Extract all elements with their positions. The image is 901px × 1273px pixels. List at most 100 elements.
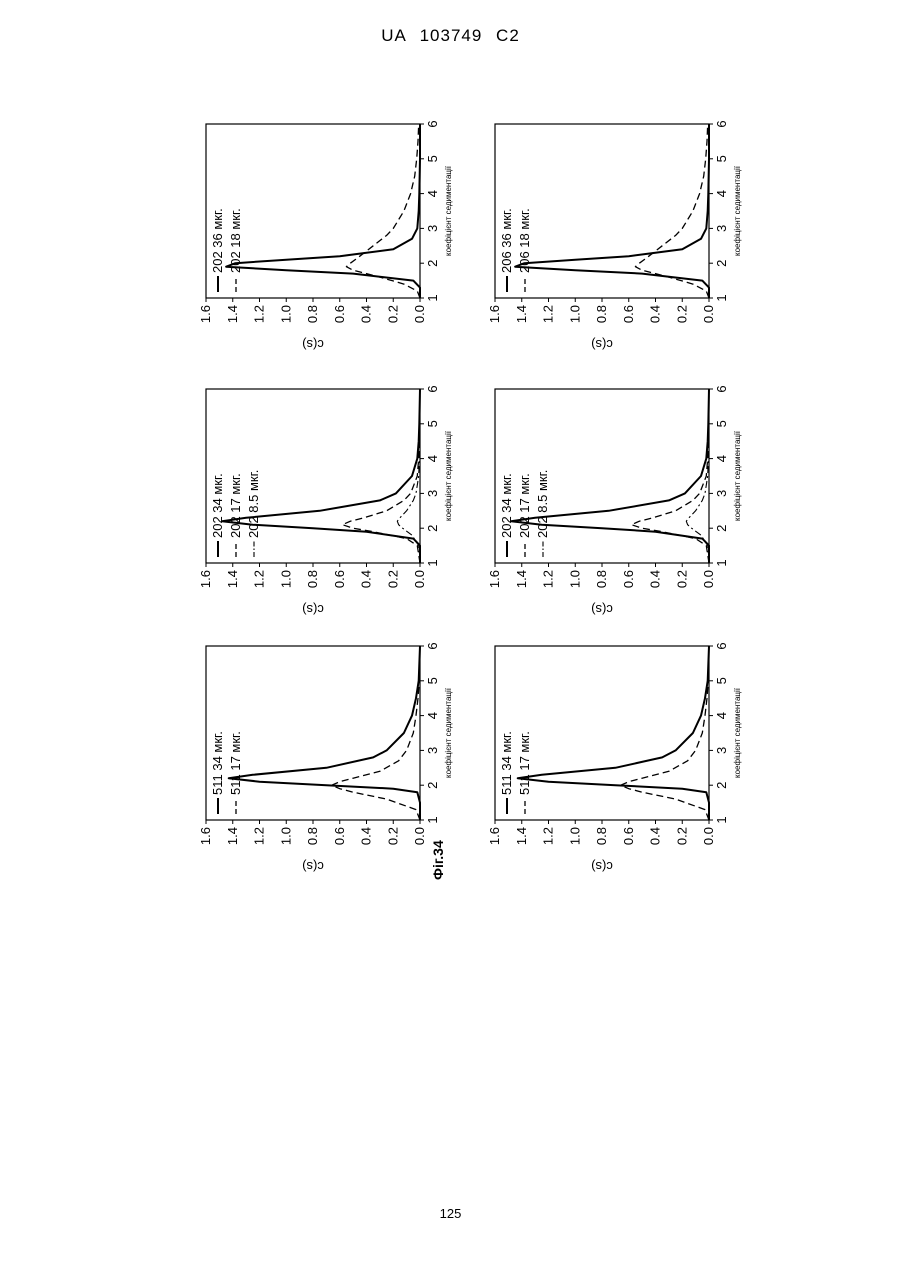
legend-label-1: 202 34 мкг. [210, 473, 225, 538]
x-tick-label: 6 [425, 385, 440, 392]
x-tick-label: 1 [714, 294, 729, 301]
chart-panel-6: 1234560.00.20.40.60.81.01.21.41.6коефіці… [487, 120, 742, 352]
y-tick-label: 0.2 [385, 305, 400, 323]
y-tick-label: 1.0 [567, 827, 582, 845]
x-tick-label: 5 [425, 420, 440, 427]
y-tick-label: 1.2 [541, 570, 556, 588]
x-tick-label: 4 [425, 455, 440, 462]
y-tick-label: 1.6 [487, 305, 502, 323]
y-tick-label: 1.2 [541, 305, 556, 323]
y-tick-label: 1.0 [567, 305, 582, 323]
y-tick-label: 0.6 [332, 305, 347, 323]
x-tick-label: 2 [714, 260, 729, 267]
y-tick-label: 0.8 [305, 827, 320, 845]
legend: 511 34 мкг.511 17 мкг. [210, 731, 243, 814]
x-axis-label: коефіцієнт седиментації [444, 687, 453, 778]
legend-label-1: 202 34 мкг. [499, 473, 514, 538]
y-axis-label: c(s) [302, 337, 324, 352]
y-tick-label: 0.4 [648, 570, 663, 588]
x-tick-label: 1 [425, 294, 440, 301]
y-tick-label: 1.0 [278, 827, 293, 845]
x-tick-label: 2 [425, 260, 440, 267]
x-tick-label: 2 [714, 782, 729, 789]
y-tick-label: 0.8 [594, 827, 609, 845]
x-tick-label: 2 [714, 525, 729, 532]
y-tick-label: 0.2 [674, 305, 689, 323]
legend: 202 34 мкг.202 17 мкг.202 8.5 мкг. [499, 470, 550, 557]
x-tick-label: 2 [425, 782, 440, 789]
legend-label-3: 202 8.5 мкг. [246, 470, 261, 538]
y-tick-label: 1.6 [487, 827, 502, 845]
x-tick-label: 5 [425, 155, 440, 162]
y-tick-label: 0.4 [359, 827, 374, 845]
legend-label-2: 202 17 мкг. [228, 473, 243, 538]
legend-label-2: 511 17 мкг. [517, 731, 532, 795]
y-tick-label: 0.6 [621, 827, 636, 845]
x-tick-label: 3 [425, 225, 440, 232]
chart-panel-1: 1234560.00.20.40.60.81.01.21.41.6коефіці… [198, 642, 453, 874]
y-axis-label: c(s) [591, 859, 613, 874]
y-tick-label: 0.2 [674, 570, 689, 588]
x-axis-label: коефіцієнт седиментації [444, 430, 453, 521]
y-tick-label: 1.0 [278, 570, 293, 588]
series-line-1 [515, 124, 709, 298]
x-tick-label: 4 [714, 455, 729, 462]
y-tick-label: 1.2 [252, 827, 267, 845]
y-tick-label: 1.2 [541, 827, 556, 845]
x-axis-label: коефіцієнт седиментації [733, 430, 742, 521]
y-tick-label: 1.2 [252, 305, 267, 323]
y-axis-label: c(s) [591, 602, 613, 617]
y-tick-label: 1.0 [278, 305, 293, 323]
chart-panel-2: 1234560.00.20.40.60.81.01.21.41.6коефіці… [198, 385, 453, 617]
y-tick-label: 1.4 [514, 827, 529, 845]
x-tick-label: 1 [714, 559, 729, 566]
x-tick-label: 3 [714, 747, 729, 754]
y-tick-label: 0.4 [648, 305, 663, 323]
x-tick-label: 1 [714, 816, 729, 823]
y-tick-label: 1.4 [225, 570, 240, 588]
y-tick-label: 0.0 [701, 827, 716, 845]
y-tick-label: 0.0 [701, 570, 716, 588]
x-tick-label: 6 [714, 120, 729, 127]
y-tick-label: 1.4 [514, 305, 529, 323]
y-tick-label: 0.8 [305, 570, 320, 588]
y-tick-label: 0.0 [412, 305, 427, 323]
x-tick-label: 6 [425, 120, 440, 127]
y-tick-label: 1.6 [198, 827, 213, 845]
y-tick-label: 0.6 [332, 827, 347, 845]
y-axis-label: c(s) [302, 602, 324, 617]
series-line-2 [621, 646, 709, 820]
x-tick-label: 4 [425, 712, 440, 719]
chart-panel-3: 1234560.00.20.40.60.81.01.21.41.6коефіці… [198, 120, 453, 352]
y-tick-label: 1.4 [225, 827, 240, 845]
y-tick-label: 0.8 [305, 305, 320, 323]
legend: 202 34 мкг.202 17 мкг.202 8.5 мкг. [210, 470, 261, 557]
x-tick-label: 4 [714, 190, 729, 197]
x-tick-label: 5 [714, 420, 729, 427]
x-tick-label: 1 [425, 559, 440, 566]
y-tick-label: 1.6 [198, 570, 213, 588]
y-tick-label: 0.8 [594, 305, 609, 323]
y-tick-label: 0.6 [621, 305, 636, 323]
x-tick-label: 1 [425, 816, 440, 823]
y-tick-label: 0.6 [332, 570, 347, 588]
x-tick-label: 5 [714, 677, 729, 684]
legend-label-1: 202 36 мкг. [210, 208, 225, 273]
y-tick-label: 0.2 [385, 827, 400, 845]
y-axis-label: c(s) [302, 859, 324, 874]
y-tick-label: 0.6 [621, 570, 636, 588]
legend-label-1: 511 34 мкг. [499, 731, 514, 795]
x-tick-label: 6 [714, 642, 729, 649]
x-tick-label: 5 [714, 155, 729, 162]
y-tick-label: 0.4 [648, 827, 663, 845]
series-line-2 [346, 124, 420, 298]
y-tick-label: 0.4 [359, 570, 374, 588]
y-tick-label: 0.0 [701, 305, 716, 323]
x-tick-label: 4 [714, 712, 729, 719]
y-tick-label: 1.4 [225, 305, 240, 323]
y-tick-label: 0.2 [674, 827, 689, 845]
legend-label-2: 202 17 мкг. [517, 473, 532, 538]
legend: 202 36 мкг.202 18 мкг. [210, 208, 243, 292]
y-tick-label: 0.8 [594, 570, 609, 588]
